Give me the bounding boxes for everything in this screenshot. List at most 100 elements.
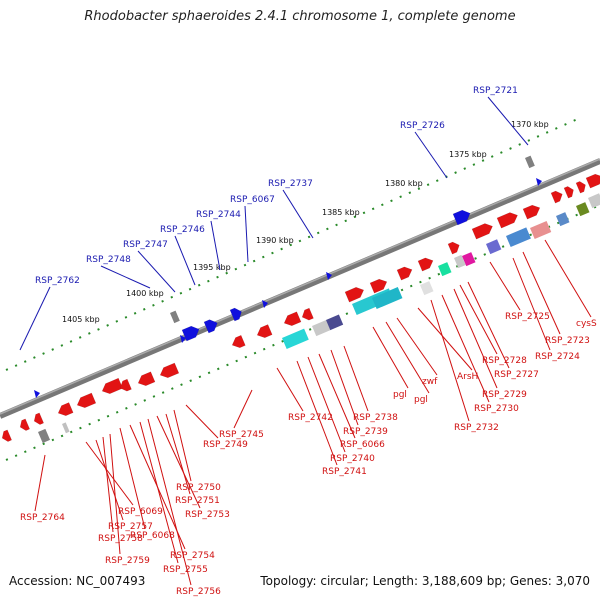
gene-block-gray <box>525 155 535 169</box>
gene-arrow-reverse <box>231 334 246 349</box>
bottom-gene-labels: RSP_2764RSP_6069RSP_2757RSP_2758RSP_2759… <box>20 239 597 597</box>
bottom-label-leader <box>156 415 201 509</box>
gene-block-blue <box>556 212 570 227</box>
bottom-label-leader <box>489 261 521 311</box>
bottom-label-leader <box>318 353 356 439</box>
gene-block-blue <box>505 227 531 248</box>
top-label-leader <box>174 235 196 286</box>
top-label-leader <box>19 286 51 351</box>
bottom-gene-label: RSP_2745 <box>219 430 264 440</box>
scale-label: 1395 kbp <box>193 263 231 272</box>
gene-block-cyan <box>282 328 309 350</box>
scale-label: 1390 kbp <box>256 236 294 245</box>
top-gene-label: RSP_2746 <box>160 225 205 235</box>
gene-arrow-forward <box>522 204 541 220</box>
scale-label: 1380 kbp <box>385 179 423 188</box>
top-gene-label: RSP_2747 <box>123 240 168 250</box>
gene-arrow-reverse <box>256 324 273 339</box>
gene-arrow-blue <box>181 325 200 342</box>
bottom-label-leader <box>85 441 134 506</box>
bottom-label-leader <box>109 433 121 555</box>
gene-block-purple <box>326 314 344 331</box>
bottom-gene-label: RSP_2758 <box>98 534 143 544</box>
chromosome-backbone <box>0 158 600 419</box>
marker-triangle <box>180 335 186 343</box>
bottom-label-leader <box>522 251 561 335</box>
gene-arrow-reverse <box>76 392 97 409</box>
gene-block-cyan <box>372 287 403 310</box>
top-gene-label: RSP_2762 <box>35 276 80 286</box>
top-label-leader <box>414 131 448 179</box>
gene-arrow-blue <box>452 209 471 226</box>
bottom-label-leader <box>173 409 192 482</box>
bottom-gene-label: zwf <box>422 377 438 387</box>
gene-block-gray <box>62 422 70 434</box>
gene-block-green <box>438 262 452 277</box>
top-gene-labels: RSP_2762 RSP_2748 RSP_2747 RSP_2746 RSP_2744… <box>19 86 529 351</box>
bottom-gene-label: RSP_2750 <box>176 483 221 493</box>
bottom-label-leader <box>233 389 253 429</box>
bottom-label-leader <box>343 345 369 412</box>
bottom-gene-label: pgl <box>393 390 407 400</box>
accession-text: Accession: NC_007493 <box>9 574 146 588</box>
bottom-gene-label: RSP_2727 <box>494 370 539 380</box>
bottom-gene-label: RSP_2742 <box>288 413 333 423</box>
bottom-label-leader <box>372 326 409 389</box>
bottom-label-leader <box>102 436 114 533</box>
bottom-label-leader <box>307 356 346 453</box>
scale-label: 1375 kbp <box>449 150 487 159</box>
gene-arrow-forward <box>585 173 600 189</box>
gene-arrow-forward <box>369 278 388 294</box>
bottom-gene-label: RSP_2749 <box>203 440 248 450</box>
bottom-label-leader <box>139 421 179 564</box>
gene-arrow-forward <box>471 223 493 240</box>
bottom-gene-label: RSP_2753 <box>185 510 230 520</box>
top-gene-label: RSP_2726 <box>400 121 445 131</box>
top-label-leader <box>137 250 176 293</box>
gene-arrow-forward <box>344 287 365 303</box>
bottom-label-leader <box>467 281 510 369</box>
bottom-label-leader <box>147 418 192 586</box>
bottom-gene-label: RSP_2741 <box>322 467 367 477</box>
scale-labels: 1405 kbp 1400 kbp 1395 kbp 1390 kbp 1385 kbp… <box>62 120 549 324</box>
gene-arrow-forward <box>563 186 574 199</box>
top-gene-label: RSP_2737 <box>268 179 313 189</box>
bottom-label-leader <box>544 239 592 318</box>
bottom-label-leader <box>185 404 219 439</box>
bottom-label-leader <box>95 439 124 521</box>
gene-arrow-reverse <box>57 402 74 417</box>
bottom-label-leader <box>430 299 470 422</box>
gene-arrow-forward <box>575 181 586 194</box>
bottom-gene-label: RSP_2725 <box>505 312 550 322</box>
bottom-gene-label: RSP_2723 <box>545 336 590 346</box>
top-label-leader <box>210 220 221 271</box>
gene-arrow-reverse <box>159 362 180 379</box>
marker-triangle <box>34 390 40 398</box>
gene-arrow-reverse <box>301 307 314 321</box>
bottom-gene-label: RSP_2728 <box>482 356 527 366</box>
gene-arrow-reverse <box>283 311 302 327</box>
bottom-gene-label: RSP_2751 <box>175 496 220 506</box>
top-label-leader <box>244 205 249 263</box>
marker-triangle <box>326 272 332 280</box>
bottom-label-leader <box>417 307 473 371</box>
gene-arrow-blue <box>203 319 218 334</box>
gene-block-olive <box>576 202 590 217</box>
bottom-gene-label: RSP_2732 <box>454 423 499 433</box>
bottom-gene-label: RSP_2730 <box>474 404 519 414</box>
scale-label: 1370 kbp <box>511 120 549 129</box>
bottom-gene-label: RSP_2755 <box>163 565 208 575</box>
bottom-gene-label: RSP_2759 <box>105 556 150 566</box>
gene-block-gray <box>588 193 600 209</box>
gene-arrow-forward <box>447 241 460 255</box>
gene-block-purple <box>486 239 502 255</box>
bottom-label-leader <box>512 257 551 351</box>
marker-triangle <box>536 178 542 186</box>
gene-block-gray <box>454 254 466 269</box>
bottom-label-leader <box>459 284 498 355</box>
chromosome-backbone-highlight <box>0 158 600 415</box>
top-label-leader <box>100 265 151 289</box>
scale-label: 1385 kbp <box>322 208 360 217</box>
